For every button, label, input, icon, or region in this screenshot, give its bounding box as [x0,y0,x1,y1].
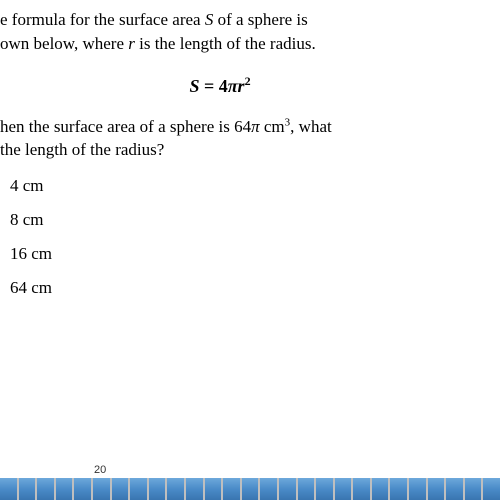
progress-tick[interactable] [353,478,372,500]
intro-line-2: own below, where r is the length of the … [0,32,500,56]
progress-tick[interactable] [465,478,484,500]
progress-tick[interactable] [409,478,428,500]
progress-tick[interactable] [112,478,131,500]
question-text-1b: , what [290,117,332,136]
question-line-1: hen the surface area of a sphere is 64π … [0,115,500,139]
formula-var: r [238,76,245,96]
progress-tick[interactable] [483,478,500,500]
progress-tick[interactable] [390,478,409,500]
formula: S = 4πr2 [0,74,500,97]
question-line-2: the length of the radius? [0,138,500,162]
intro-text-1a: e formula for the surface area [0,10,205,29]
progress-tick[interactable] [260,478,279,500]
page-number: 20 [80,462,120,478]
option-d[interactable]: 64 cm [10,278,500,298]
question-content: e formula for the surface area S of a sp… [0,0,500,298]
progress-tick[interactable] [279,478,298,500]
formula-lhs: S [189,76,199,96]
option-c[interactable]: 16 cm [10,244,500,264]
formula-coef: 4 [219,76,228,96]
progress-tick[interactable] [167,478,186,500]
progress-tick[interactable] [56,478,75,500]
progress-tick[interactable] [298,478,317,500]
progress-tick[interactable] [242,478,261,500]
progress-tick[interactable] [0,478,19,500]
progress-tick[interactable] [372,478,391,500]
intro-text-2a: own below, where [0,34,128,53]
question-unit: cm [260,117,285,136]
progress-bar[interactable] [0,478,500,500]
intro-text-1b: of a sphere is [213,10,307,29]
progress-tick[interactable] [223,478,242,500]
progress-tick[interactable] [186,478,205,500]
progress-tick[interactable] [149,478,168,500]
intro-line-1: e formula for the surface area S of a sp… [0,8,500,32]
option-b[interactable]: 8 cm [10,210,500,230]
question-text-1a: hen the surface area of a sphere is 64 [0,117,251,136]
option-a[interactable]: 4 cm [10,176,500,196]
formula-exp: 2 [245,74,251,88]
progress-tick[interactable] [130,478,149,500]
formula-pi: π [228,76,238,96]
progress-tick[interactable] [74,478,93,500]
options-list: 4 cm 8 cm 16 cm 64 cm [10,176,500,298]
formula-eq: = [199,76,218,96]
progress-tick[interactable] [316,478,335,500]
progress-tick[interactable] [93,478,112,500]
progress-tick[interactable] [335,478,354,500]
intro-text-2b: is the length of the radius. [135,34,316,53]
progress-tick[interactable] [428,478,447,500]
progress-tick[interactable] [19,478,38,500]
progress-tick[interactable] [37,478,56,500]
progress-tick[interactable] [205,478,224,500]
progress-tick[interactable] [446,478,465,500]
intro-var-r: r [128,34,135,53]
question-pi: π [251,117,260,136]
